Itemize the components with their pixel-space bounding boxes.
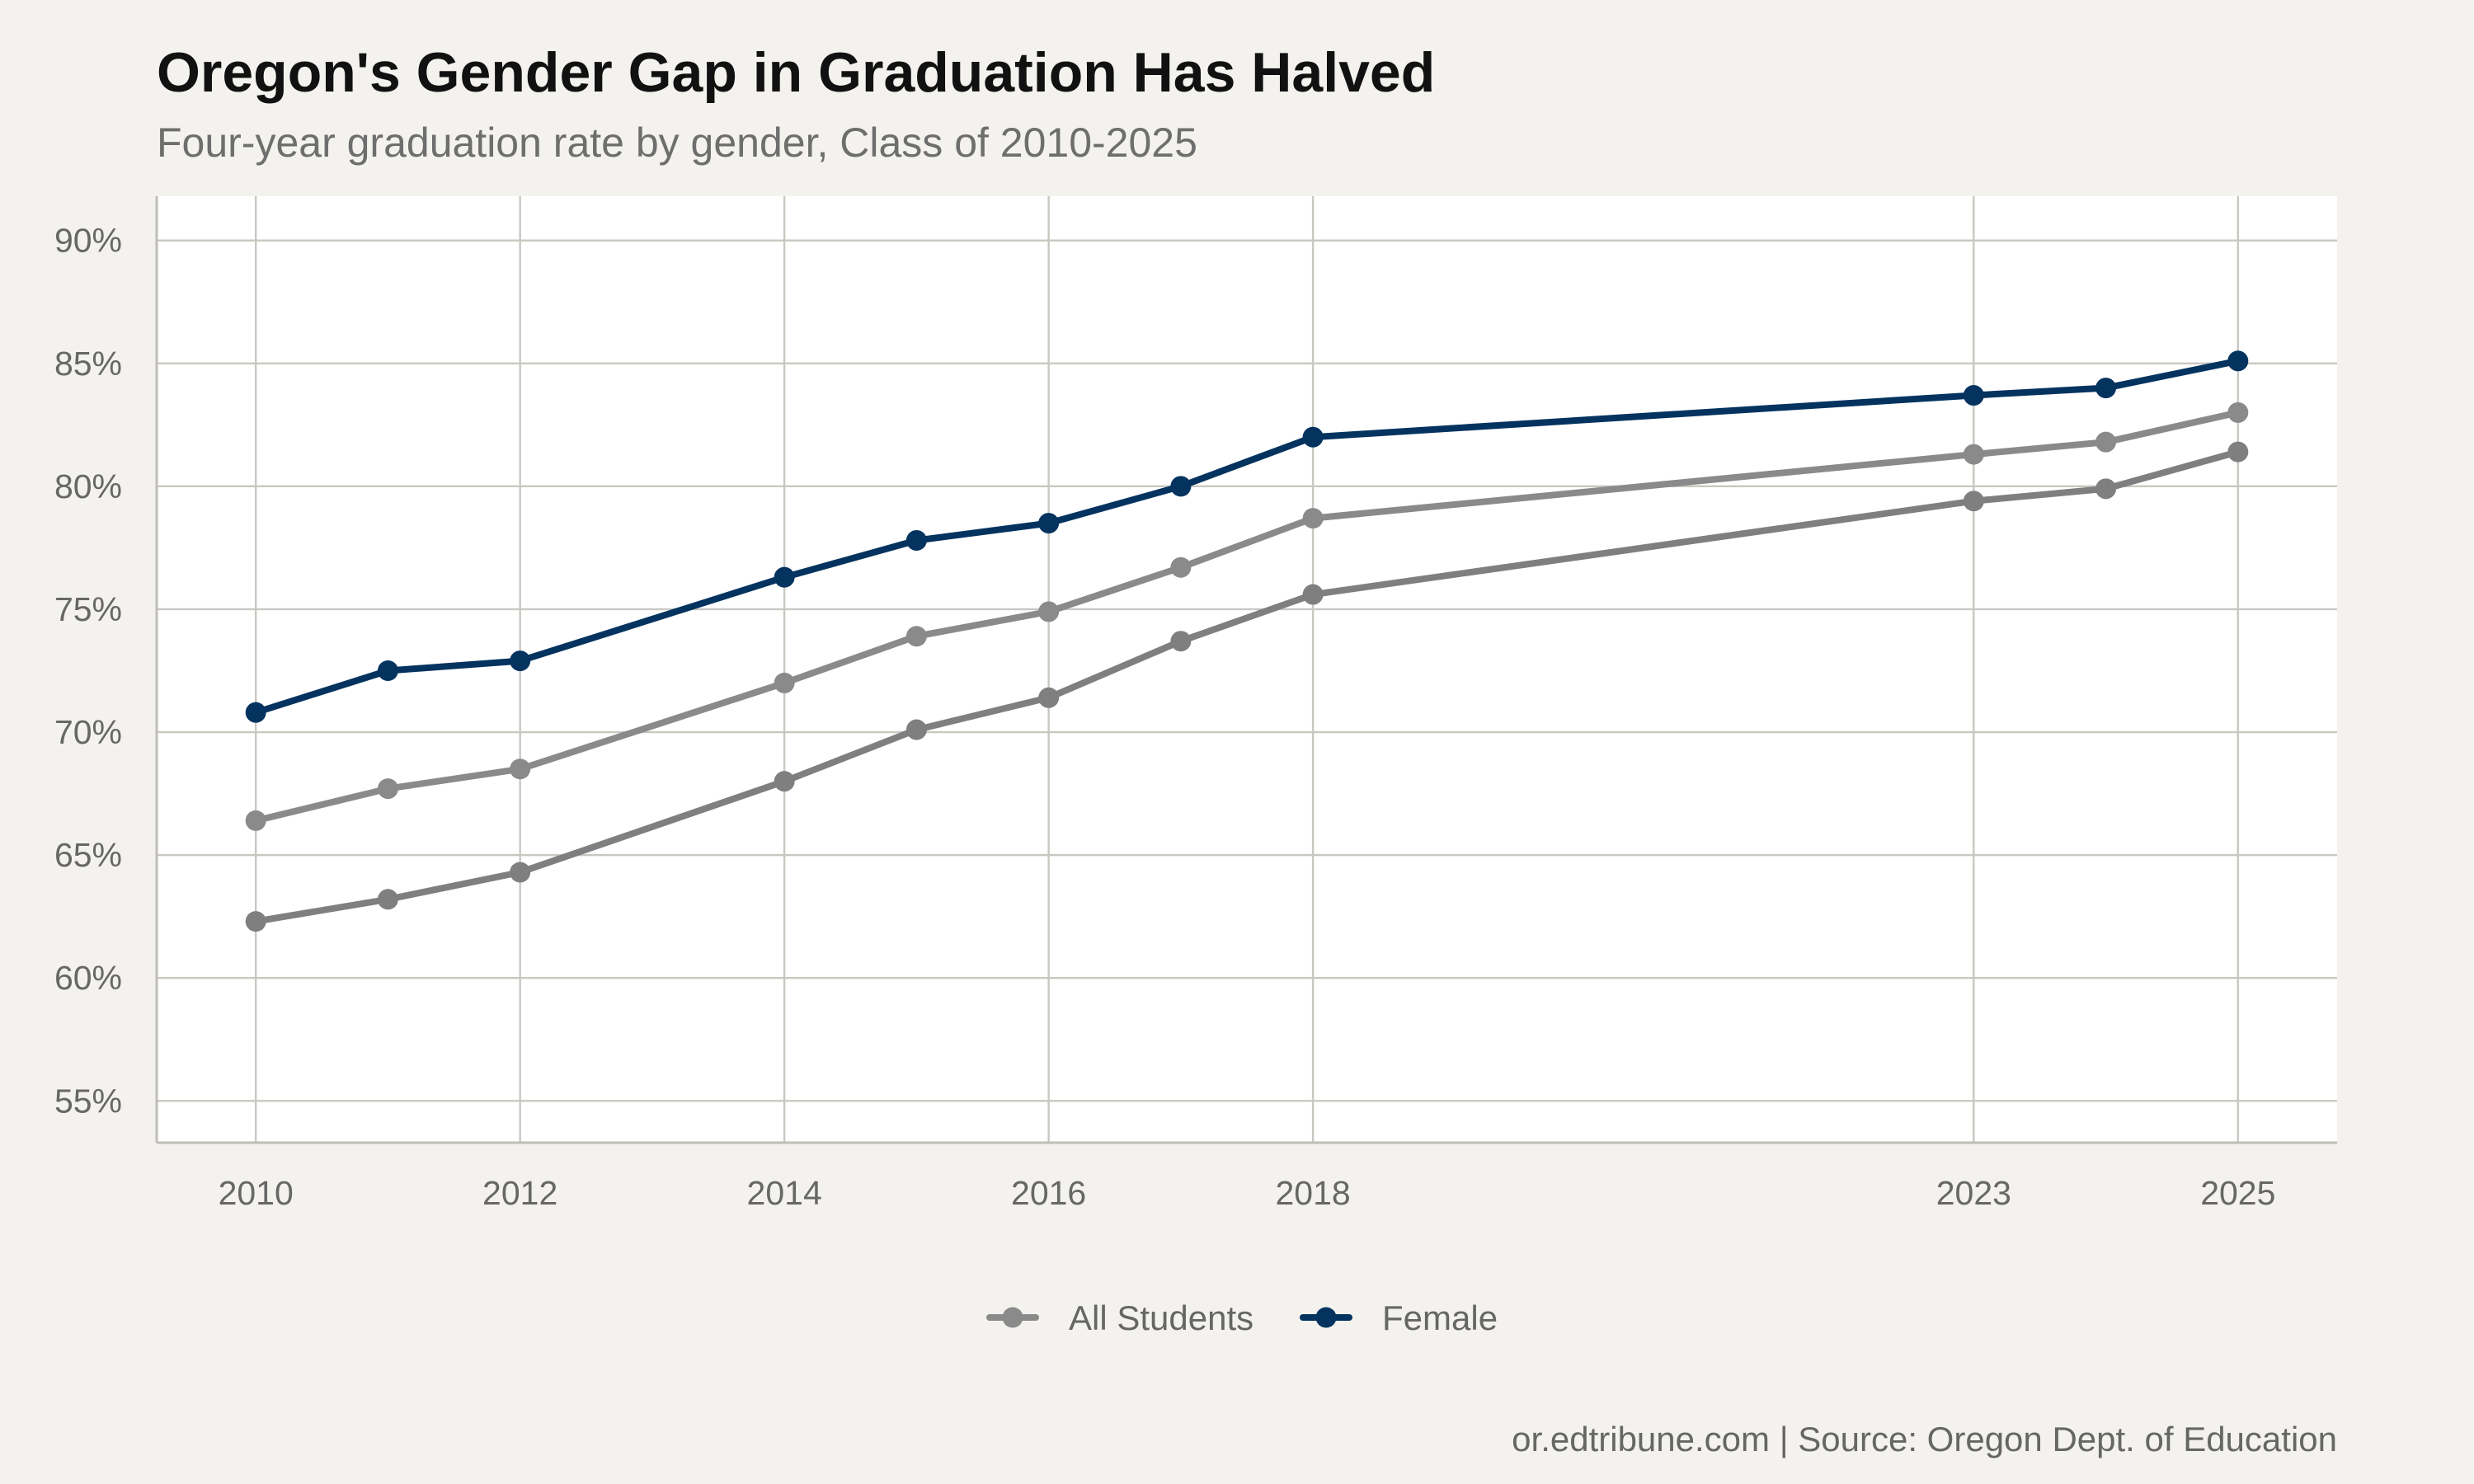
data-point bbox=[774, 672, 795, 693]
y-tick-label: 55% bbox=[54, 1082, 122, 1120]
data-point bbox=[1170, 556, 1192, 578]
data-point bbox=[1963, 491, 1984, 512]
plot-area bbox=[157, 196, 2337, 1143]
y-tick-label: 80% bbox=[54, 467, 122, 505]
data-point bbox=[245, 810, 266, 831]
data-point bbox=[377, 778, 398, 800]
x-tick-label: 2025 bbox=[2200, 1174, 2275, 1212]
data-point bbox=[1302, 508, 1324, 529]
series-all-students bbox=[245, 402, 2249, 831]
legend-label: All Students bbox=[1069, 1298, 1253, 1337]
y-tick-label: 90% bbox=[54, 222, 122, 260]
data-point bbox=[774, 566, 795, 588]
data-point bbox=[1038, 601, 1060, 622]
axis-labels: 55% 60% 65% 70% 75% 80% 85% 90% 2010 2012 2014 2016… bbox=[54, 196, 2337, 1212]
data-point bbox=[245, 702, 266, 723]
data-point bbox=[1038, 513, 1060, 534]
chart-title: Oregon's Gender Gap in Graduation Has Ha… bbox=[157, 41, 1435, 104]
source-caption: or.edtribune.com | Source: Oregon Dept. … bbox=[1512, 1420, 2337, 1458]
data-point bbox=[1302, 584, 1324, 605]
x-tick-label: 2010 bbox=[219, 1174, 294, 1212]
legend-swatch-point bbox=[1315, 1307, 1337, 1328]
data-point bbox=[510, 862, 531, 883]
y-tick-label: 75% bbox=[54, 590, 122, 628]
y-tick-label: 70% bbox=[54, 713, 122, 751]
data-point bbox=[245, 911, 266, 932]
data-point bbox=[1963, 385, 1984, 406]
y-tick-label: 60% bbox=[54, 959, 122, 997]
grid-lines bbox=[157, 196, 2337, 1143]
legend-item: All Students bbox=[986, 1298, 1253, 1337]
data-point bbox=[905, 529, 927, 551]
data-point bbox=[1302, 426, 1324, 448]
data-point bbox=[1038, 687, 1060, 708]
data-point bbox=[2227, 350, 2249, 372]
data-point bbox=[510, 758, 531, 780]
legend-swatch-point bbox=[1002, 1307, 1023, 1328]
data-point bbox=[510, 650, 531, 672]
legend-item: Female bbox=[1300, 1298, 1498, 1337]
data-point bbox=[905, 719, 927, 740]
data-point bbox=[774, 771, 795, 792]
data-series bbox=[245, 350, 2249, 932]
data-point bbox=[377, 889, 398, 910]
data-point bbox=[905, 626, 927, 647]
x-tick-label: 2018 bbox=[1276, 1174, 1351, 1212]
data-point bbox=[2095, 478, 2117, 500]
data-point bbox=[1170, 631, 1192, 652]
x-tick-label: 2016 bbox=[1011, 1174, 1086, 1212]
y-tick-label: 85% bbox=[54, 345, 122, 383]
x-tick-label: 2014 bbox=[747, 1174, 822, 1212]
data-point bbox=[2227, 402, 2249, 423]
legend-label: Female bbox=[1382, 1298, 1498, 1337]
data-point bbox=[1963, 444, 1984, 465]
data-point bbox=[1170, 476, 1192, 497]
series-unlabeled-1 bbox=[245, 441, 2249, 932]
data-point bbox=[2095, 378, 2117, 399]
data-point bbox=[377, 660, 398, 681]
x-tick-label: 2012 bbox=[482, 1174, 557, 1212]
series-female bbox=[245, 350, 2249, 723]
x-tick-label: 2023 bbox=[1936, 1174, 2011, 1212]
y-tick-label: 65% bbox=[54, 836, 122, 874]
data-point bbox=[2227, 441, 2249, 463]
chart-subtitle: Four-year graduation rate by gender, Cla… bbox=[157, 120, 1197, 166]
legend: All Students Female bbox=[986, 1298, 1498, 1337]
data-point bbox=[2095, 431, 2117, 453]
